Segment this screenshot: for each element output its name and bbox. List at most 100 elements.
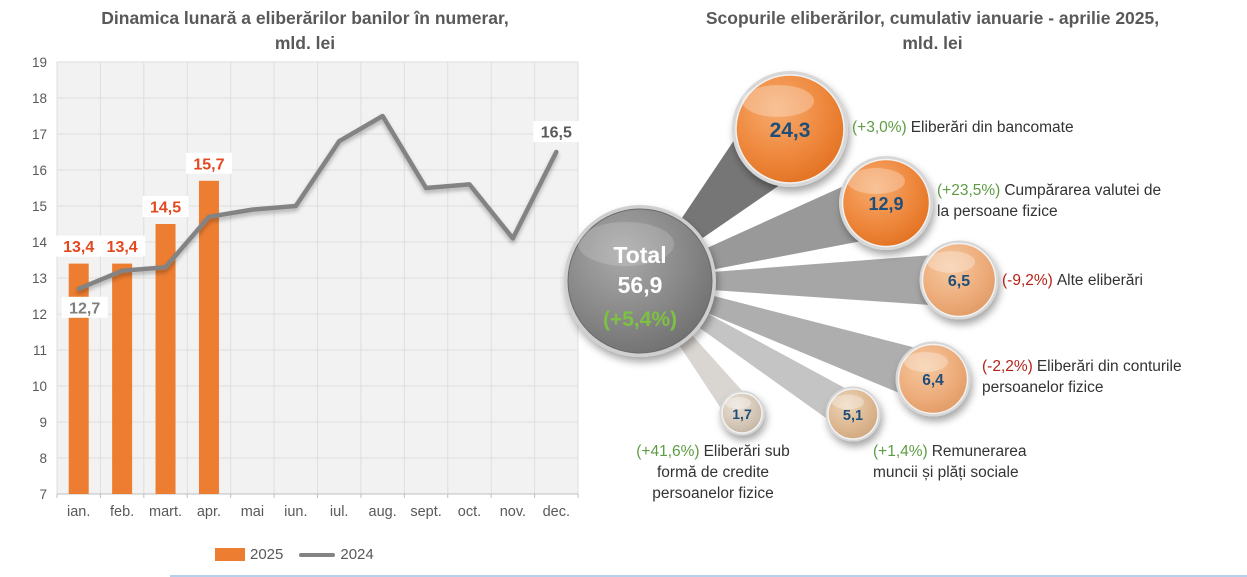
bubble-remunerarea-gloss [832, 394, 864, 410]
bubble-conturi-circle [897, 343, 969, 415]
label-valuta-pct: (+23,5%) [937, 182, 1001, 199]
bubble-credite-circle [721, 392, 763, 434]
right-chart-title-line1: Scopurile eliberărilor, cumulativ ianuar… [705, 8, 1160, 28]
label-alte: (-9,2%) Alte eliberări [1002, 270, 1143, 291]
legend-label-2024: 2024 [340, 546, 374, 563]
bubble-conturi: 6,4 [895, 341, 971, 417]
y-tick-label: 18 [32, 91, 47, 106]
legend-item-2025: 2025 [215, 546, 283, 563]
label-remunerarea-text: Remunerarea muncii și plăți sociale [873, 443, 1027, 481]
label-remunerarea-pct: (+1,4%) [873, 443, 928, 460]
y-tick-label: 9 [39, 415, 47, 430]
bubble-alte: 6,5 [919, 240, 999, 320]
right-bubble-chart: Total 56,9 (+5,4%) 24,3 12,9 6,5 [560, 0, 1247, 577]
line-data-label-bg [533, 121, 580, 142]
y-tick-label: 19 [32, 55, 47, 70]
bubble-valuta: 12,9 [839, 156, 933, 250]
legend: 2025 2024 [215, 546, 374, 563]
x-tick-label: apr. [197, 504, 221, 520]
y-tick-label: 7 [39, 487, 47, 502]
label-bancomate-text: Eliberări din bancomate [910, 119, 1074, 136]
left-chart-title: Dinamica lunară a eliberărilor banilor î… [10, 6, 600, 55]
total-value: 56,9 [618, 272, 663, 298]
y-tick-label: 14 [32, 235, 48, 250]
bubble-valuta-circle [841, 158, 931, 248]
x-tick-label: iul. [330, 504, 349, 520]
x-tick-label: oct. [458, 504, 481, 520]
line-data-label: 12,7 [69, 300, 100, 317]
left-chart-title-line2: mld. lei [274, 32, 336, 53]
bubble-valuta-gloss [847, 168, 905, 194]
bar-2025 [155, 224, 176, 494]
bubble-credite-value: 1,7 [732, 406, 752, 422]
bubble-diagram-svg: Total 56,9 (+5,4%) 24,3 12,9 6,5 [564, 71, 999, 442]
bar-2025 [68, 263, 89, 494]
bar-data-label: 15,7 [193, 156, 224, 173]
legend-bar-swatch-icon [215, 548, 245, 561]
bubble-valuta-value: 12,9 [868, 194, 903, 214]
bubble-conturi-gloss [904, 352, 948, 372]
bar-data-label-bg [99, 235, 146, 257]
x-tick-label: mart. [149, 504, 182, 520]
bar-2025 [112, 263, 133, 494]
total-bubble-gloss [578, 222, 674, 266]
line-data-label: 16,5 [541, 125, 572, 142]
y-tick-label: 16 [32, 163, 47, 178]
bubble-conturi-value: 6,4 [922, 372, 944, 389]
bubble-bancomate-circle [735, 74, 845, 184]
y-tick-label: 17 [32, 127, 47, 142]
x-tick-label: ian. [67, 504, 90, 520]
label-alte-text: Alte eliberări [1056, 272, 1143, 289]
bubble-alte-circle [921, 242, 997, 318]
bubble-remunerarea-value: 5,1 [843, 408, 863, 424]
x-tick-label: mai [241, 504, 264, 520]
line-data-label-bg [61, 296, 108, 318]
bar-2025 [198, 180, 219, 495]
bubble-bancomate: 24,3 [732, 71, 848, 187]
x-tick-label: nov. [500, 504, 526, 520]
bubble-remunerarea-circle [827, 388, 879, 440]
bar-data-label: 14,5 [150, 200, 181, 217]
legend-item-2024: 2024 [299, 546, 374, 563]
y-tick-label: 15 [32, 199, 47, 214]
legend-line-swatch-icon [299, 552, 336, 557]
bubble-credite: 1,7 [719, 390, 765, 436]
label-credite-pct: (+41,6%) [636, 443, 700, 460]
bar-data-label-bg [142, 196, 189, 217]
line-2024 [76, 113, 559, 292]
bubble-bancomate-gloss [742, 85, 814, 117]
bar-data-label-bg [55, 235, 102, 257]
label-bancomate-pct: (+3,0%) [852, 119, 907, 136]
label-conturi-text: Eliberări din conturile persoanelor fizi… [982, 358, 1182, 396]
total-pct: (+5,4%) [603, 308, 677, 331]
bar-data-label-bg [185, 152, 232, 174]
left-chart-title-line1: Dinamica lunară a eliberărilor banilor î… [101, 8, 509, 28]
label-valuta: (+23,5%) Cumpărarea valutei de la persoan… [937, 180, 1177, 222]
right-chart-title-line2: mld. lei [902, 32, 963, 53]
ray-to-conturi [705, 295, 942, 404]
bubble-credite-gloss [725, 397, 751, 409]
bubble-bancomate-value: 24,3 [770, 119, 811, 142]
label-bancomate: (+3,0%) Eliberări din bancomate [852, 117, 1074, 138]
ray-to-remunerarea [696, 312, 864, 431]
x-tick-label: aug. [369, 504, 397, 520]
label-remunerarea: (+1,4%) Remunerarea muncii și plăți socia… [873, 441, 1073, 483]
x-tick-label: iun. [284, 504, 307, 520]
left-combo-chart: 7 8 9 10 11 12 13 14 15 16 17 18 19 ian. feb. mart. apr.… [32, 55, 580, 520]
total-bubble: Total 56,9 (+5,4%) [564, 205, 716, 357]
bubble-remunerarea: 5,1 [825, 386, 881, 442]
y-tick-label: 12 [32, 307, 47, 322]
x-tick-label: sept. [410, 504, 441, 520]
bar-data-label: 13,4 [63, 239, 94, 256]
total-bubble-circle [567, 208, 713, 354]
label-conturi-pct: (-2,2%) [982, 358, 1033, 375]
x-tick-label: feb. [110, 504, 134, 520]
y-tick-label: 13 [32, 271, 47, 286]
label-valuta-text: Cumpărarea valutei de la persoane fizice [937, 182, 1162, 220]
y-tick-label: 11 [33, 343, 47, 358]
y-tick-label: 8 [39, 451, 47, 466]
label-credite-text: Eliberări sub formă de credite persoanel… [652, 443, 790, 502]
bubble-alte-gloss [927, 251, 975, 273]
total-label: Total [613, 242, 666, 268]
x-tick-label: dec. [543, 504, 570, 520]
